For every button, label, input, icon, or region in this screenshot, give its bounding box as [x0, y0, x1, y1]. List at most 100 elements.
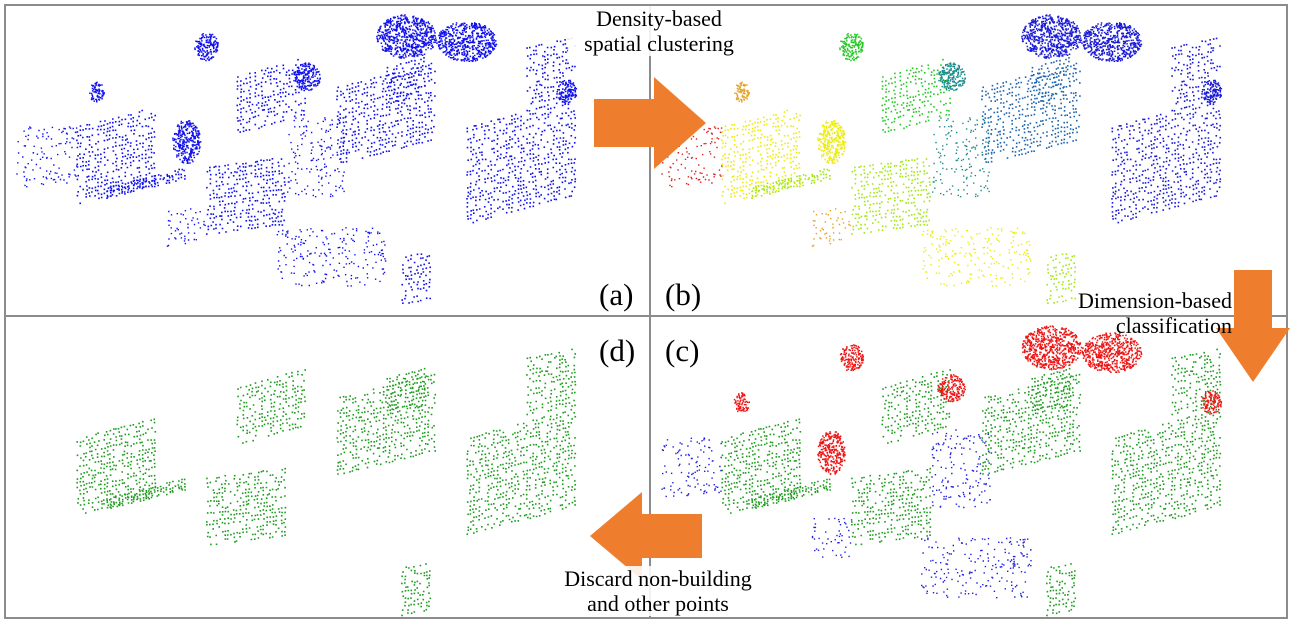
panel-d-building-points	[6, 317, 649, 617]
facade-points	[1031, 57, 1071, 105]
facade-points	[206, 467, 287, 546]
canopy-points	[734, 81, 750, 103]
facade-point-path	[206, 467, 287, 546]
facade-points	[881, 58, 951, 133]
point-cloud-c	[661, 325, 1223, 617]
facade-points	[1171, 37, 1221, 105]
facade-point-path	[981, 62, 1081, 164]
facade-points	[721, 418, 802, 514]
caption-discard-line1: Discard non-building	[564, 566, 752, 591]
scatter-points	[276, 227, 387, 287]
canopy-points	[938, 62, 966, 91]
facade-point-path	[76, 418, 157, 514]
canopy-points	[194, 33, 219, 62]
canopy-points	[293, 62, 321, 91]
panel-label-a: (a)	[599, 277, 634, 312]
canopy-points	[1201, 79, 1223, 104]
scatter-points	[16, 126, 78, 188]
facade-points	[851, 158, 931, 235]
facade-points	[466, 408, 577, 535]
canopy-points	[937, 374, 966, 403]
vertical-divider	[649, 4, 651, 619]
facade-point-path	[466, 98, 577, 224]
facade-point-path	[401, 253, 431, 304]
arrow-down-icon	[1216, 270, 1290, 382]
panel-a-raw-point-cloud	[6, 6, 649, 315]
panel-label-d: (d)	[599, 333, 636, 368]
facade-points	[981, 373, 1082, 475]
facade-point-path	[106, 168, 186, 199]
point-cloud-b	[661, 14, 1223, 304]
canopy-points	[436, 22, 498, 63]
facade-points	[881, 369, 951, 444]
facade-point-path	[526, 348, 577, 416]
canopy-points	[376, 14, 438, 59]
caption-discard: Discard non-building and other points	[544, 566, 772, 616]
facade-points	[401, 253, 431, 304]
scatter-points	[931, 429, 993, 509]
caption-classification-line2: classification	[1115, 313, 1232, 338]
facade-point-path	[1111, 408, 1222, 535]
facade-points	[1111, 98, 1222, 224]
facade-point-path	[466, 408, 577, 535]
scatter-points	[921, 227, 1032, 287]
canopy-points	[89, 81, 105, 103]
facade-point-path	[236, 369, 306, 444]
facade-point-path	[1031, 57, 1071, 105]
facade-point-path	[721, 418, 802, 514]
facade-point-path	[336, 62, 436, 164]
facade-points	[466, 98, 577, 224]
caption-clustering-line1: Density-based	[596, 6, 722, 31]
facade-points	[1111, 408, 1222, 535]
arrow-left-shape	[590, 492, 702, 580]
facade-points	[981, 62, 1081, 164]
canopy-points	[556, 79, 578, 104]
caption-clustering: Density-based spatial clustering	[568, 6, 750, 56]
facade-point-path	[206, 158, 286, 235]
point-cloud-d	[76, 348, 577, 617]
canopy-points	[1081, 332, 1143, 373]
facade-point-path	[76, 109, 157, 205]
facade-points	[526, 37, 576, 105]
facade-point-path	[851, 467, 932, 546]
facade-point-path	[721, 109, 802, 205]
facade-point-path	[1171, 348, 1222, 416]
figure-frame	[4, 4, 1288, 619]
facade-points	[721, 109, 802, 205]
canopy-points	[839, 33, 864, 62]
canopy-points	[172, 120, 202, 164]
facade-points	[851, 467, 932, 546]
facade-point-path	[1046, 253, 1076, 304]
facade-points	[336, 62, 436, 164]
facade-point-path	[981, 373, 1082, 475]
facade-points	[386, 57, 426, 105]
panel-c-classified-point-cloud	[651, 317, 1286, 617]
facade-points	[236, 58, 306, 133]
caption-clustering-line2: spatial clustering	[584, 31, 734, 56]
facade-points	[336, 373, 437, 475]
canopy-points	[1021, 14, 1083, 59]
canopy-points	[1081, 22, 1143, 63]
scatter-points	[811, 517, 853, 558]
facade-point-path	[1111, 98, 1222, 224]
caption-classification: Dimension-based classification	[1052, 288, 1234, 338]
panel-b-clustered-point-cloud	[651, 6, 1286, 315]
canopy-points	[1202, 390, 1223, 415]
facade-point-path	[881, 58, 951, 133]
facade-points	[751, 168, 831, 199]
horizontal-divider	[4, 315, 1288, 317]
canopy-points	[1021, 325, 1083, 371]
facade-point-path	[751, 168, 831, 199]
facade-point-path	[1171, 37, 1221, 105]
scatter-points	[661, 126, 723, 188]
caption-discard-line2: and other points	[587, 591, 729, 616]
arrow-left-icon	[590, 492, 702, 580]
canopy-points	[817, 120, 847, 164]
facade-points	[1046, 253, 1076, 304]
facade-points	[236, 369, 306, 444]
facade-point-path	[526, 37, 576, 105]
facade-point-path	[881, 369, 951, 444]
caption-classification-line1: Dimension-based	[1078, 288, 1232, 313]
canopy-points	[817, 431, 846, 475]
